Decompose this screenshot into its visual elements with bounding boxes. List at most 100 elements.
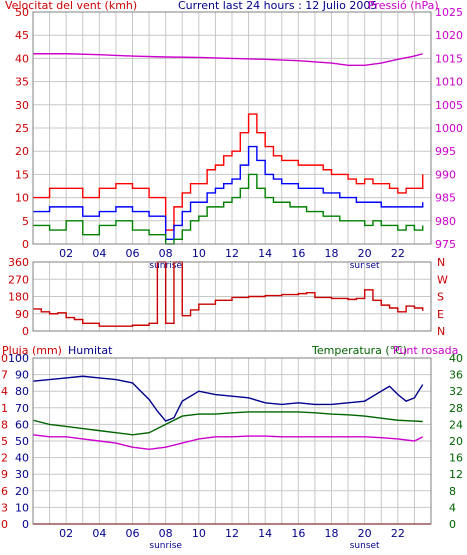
direction-right-label: N [437,256,445,269]
rain-tick-label: 9 [1,468,8,481]
x-tick-label: 16 [291,527,305,540]
humidity-tick-label: 20 [15,485,29,498]
humidity-tick-label: 30 [15,468,29,481]
humidity-panel-frame [32,357,432,525]
x-tick-label: 04 [92,527,106,540]
humidity-tick-label: 50 [15,435,29,448]
x-tick-label: 12 [225,247,239,260]
rain-tick-label: 24 [0,385,8,398]
x-tick-label: 02 [59,247,73,260]
sunset-label: sunset [350,541,380,551]
direction-right-label: W [437,273,448,286]
dewpoint-series-line [32,434,424,451]
x-tick-label: 22 [391,527,405,540]
x-tick-label: 06 [126,527,140,540]
direction-left-tick-label: 90 [15,308,29,321]
pressure-right-tick-label: 1020 [435,29,463,42]
pressure-title: Pressió (hPa) [368,0,439,12]
direction-right-label: E [437,308,444,321]
min-wind-series-line [33,173,424,245]
rain-tick-label: 3 [1,501,8,514]
wind-left-tick-label: 35 [15,76,29,89]
rain-title: Pluja (mm) [2,344,62,357]
temperature-right-tick-label: 40 [449,352,463,365]
x-tick-label: 02 [59,527,73,540]
pressure-right-tick-label: 1010 [435,76,463,89]
wind-left-tick-label: 25 [15,122,29,135]
wind-left-tick-label: 50 [15,6,29,19]
gust-series-line [33,113,424,231]
x-tick-label: 14 [258,247,272,260]
chart-header-title: Current last 24 hours : 12 Julio 2005 [178,0,377,12]
temperature-right-tick-label: 12 [449,468,463,481]
direction-panel-frame [32,261,432,332]
direction-left-tick-label: 180 [8,291,29,304]
humidity-tick-label: 80 [15,385,29,398]
wind-series-line [33,145,424,241]
pressure-right-tick-label: 1005 [435,99,463,112]
rain-tick-label: 12 [0,452,8,465]
wind-left-tick-label: 30 [15,99,29,112]
direction-left-tick-label: 270 [8,273,29,286]
pressure-right-tick-label: 1025 [435,6,463,19]
x-tick-label: 18 [325,247,339,260]
temperature-right-tick-label: 8 [449,485,456,498]
humidity-tick-label: 70 [15,402,29,415]
wind-left-tick-label: 20 [15,145,29,158]
x-tick-label: 20 [358,527,372,540]
x-tick-label: 22 [391,247,405,260]
pressure-right-tick-label: 980 [435,215,456,228]
wind-speed-title: Velocitat del vent (kmh) [5,0,137,12]
chart-marks: 0510152025303540455097598098599099510001… [0,6,463,551]
humidity-tick-label: 10 [15,501,29,514]
wind-left-tick-label: 15 [15,168,29,181]
x-tick-label: 20 [358,247,372,260]
humidity-tick-label: 100 [8,352,29,365]
x-tick-label: 18 [325,527,339,540]
wind-left-tick-label: 45 [15,29,29,42]
temperature-right-tick-label: 20 [449,435,463,448]
x-tick-label: 08 [159,527,173,540]
temperature-right-tick-label: 32 [449,385,463,398]
wind-left-tick-label: 10 [15,192,29,205]
direction-series-line [33,261,424,327]
humidity-tick-label: 40 [15,452,29,465]
sunrise-label: sunrise [149,541,182,551]
humidity-series-line [32,375,424,422]
temperature-series-line [32,411,423,436]
pressure-right-tick-label: 985 [435,192,456,205]
temperature-right-tick-label: 36 [449,369,463,382]
pressure-right-tick-label: 1015 [435,52,463,65]
wind-panel-frame [32,11,432,245]
rain-tick-label: 18 [0,418,8,431]
pressure-right-tick-label: 990 [435,168,456,181]
temperature-right-tick-label: 4 [449,501,456,514]
x-tick-label: 10 [192,247,206,260]
rain-tick-label: 15 [0,435,8,448]
x-tick-label: 16 [291,247,305,260]
humidity-tick-label: 60 [15,418,29,431]
dewpoint-title: Punt rosada [393,344,458,357]
pressure-series-line [33,53,423,67]
x-tick-label: 14 [258,527,272,540]
x-tick-label: 04 [92,247,106,260]
x-tick-label: 12 [225,527,239,540]
pressure-right-tick-label: 995 [435,145,456,158]
direction-left-tick-label: 360 [8,256,29,269]
direction-left-tick-label: 0 [22,325,29,338]
temperature-title: Temperatura (°C) [311,344,407,357]
pressure-right-tick-label: 975 [435,238,456,251]
x-tick-label: 10 [192,527,206,540]
temperature-right-tick-label: 28 [449,402,463,415]
temperature-right-tick-label: 0 [449,518,456,531]
x-tick-label: 08 [159,247,173,260]
humidity-tick-label: 90 [15,369,29,382]
pressure-right-tick-label: 1000 [435,122,463,135]
rain-tick-label: 0 [1,518,8,531]
temperature-right-tick-label: 16 [449,452,463,465]
rain-tick-label: 27 [0,369,8,382]
rain-tick-label: 6 [1,485,8,498]
